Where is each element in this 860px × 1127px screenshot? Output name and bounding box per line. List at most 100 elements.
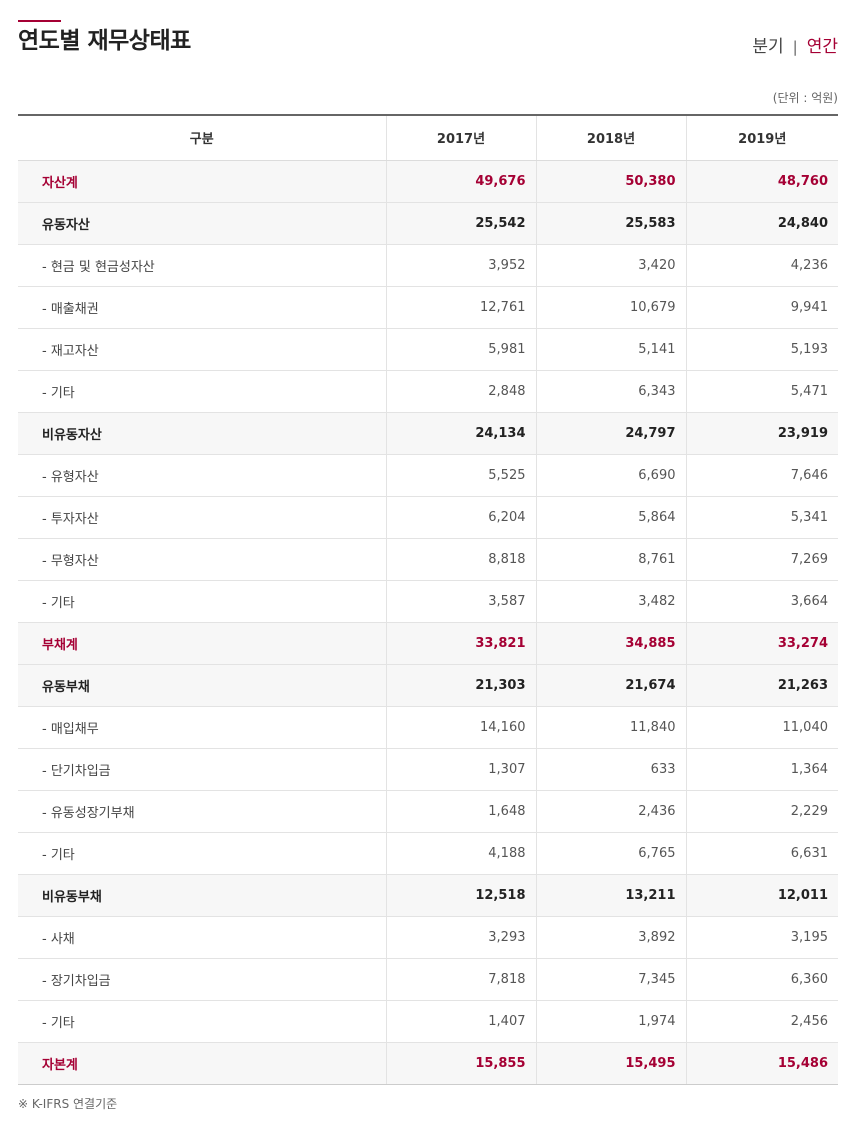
value-cell-2019: 3,195 (685, 916, 838, 959)
value-cell-2017: 49,676 (385, 160, 536, 203)
row-label: - 매출채권 (18, 286, 386, 329)
table-row: - 기타 1,407 1,974 2,456 (18, 1000, 838, 1043)
column-header-2017: 2017년 (385, 115, 536, 161)
table-row: - 현금 및 현금성자산 3,952 3,420 4,236 (18, 244, 838, 287)
value-cell-2017: 25,542 (385, 202, 536, 245)
row-label: 유동부채 (18, 664, 386, 707)
value-cell-2017: 3,293 (385, 916, 536, 959)
value-cell-2018: 7,345 (535, 958, 686, 1001)
value-cell-2017: 12,761 (385, 286, 536, 329)
table-row: - 매입채무 14,160 11,840 11,040 (18, 706, 838, 749)
value-cell-2017: 1,307 (385, 748, 536, 791)
value-cell-2017: 7,818 (385, 958, 536, 1001)
row-label: 부채계 (18, 622, 386, 665)
table-row: - 유동성장기부채 1,648 2,436 2,229 (18, 790, 838, 833)
table-row: 부채계 33,821 34,885 33,274 (18, 622, 838, 665)
table-row: - 무형자산 8,818 8,761 7,269 (18, 538, 838, 581)
value-cell-2017: 3,587 (385, 580, 536, 623)
row-label: 비유동자산 (18, 412, 386, 455)
value-cell-2017: 3,952 (385, 244, 536, 287)
table-row: - 투자자산 6,204 5,864 5,341 (18, 496, 838, 539)
value-cell-2018: 10,679 (535, 286, 686, 329)
annual-tab[interactable]: 연간 (806, 37, 838, 57)
row-label: 자본계 (18, 1042, 386, 1085)
table-row: 비유동자산 24,134 24,797 23,919 (18, 412, 838, 455)
value-cell-2018: 3,420 (535, 244, 686, 287)
value-cell-2019: 7,646 (685, 454, 838, 497)
value-cell-2019: 11,040 (685, 706, 838, 749)
value-cell-2019: 12,011 (685, 874, 838, 917)
table-row: 자산계 49,676 50,380 48,760 (18, 160, 838, 203)
value-cell-2019: 5,193 (685, 328, 838, 371)
value-cell-2017: 5,981 (385, 328, 536, 371)
row-label: - 현금 및 현금성자산 (18, 244, 386, 287)
row-label: 유동자산 (18, 202, 386, 245)
table-row: - 기타 2,848 6,343 5,471 (18, 370, 838, 413)
unit-note: (단위 : 억원) (772, 91, 838, 105)
value-cell-2018: 1,974 (535, 1000, 686, 1043)
row-label: - 기타 (18, 580, 386, 623)
value-cell-2018: 6,343 (535, 370, 686, 413)
row-label: 자산계 (18, 160, 386, 203)
table-row: - 재고자산 5,981 5,141 5,193 (18, 328, 838, 371)
value-cell-2019: 2,229 (685, 790, 838, 833)
value-cell-2019: 33,274 (685, 622, 838, 665)
value-cell-2019: 48,760 (685, 160, 838, 203)
period-toggle: 분기 | 연간 (752, 36, 838, 58)
value-cell-2017: 33,821 (385, 622, 536, 665)
value-cell-2018: 2,436 (535, 790, 686, 833)
value-cell-2018: 5,141 (535, 328, 686, 371)
table-row: - 기타 3,587 3,482 3,664 (18, 580, 838, 623)
value-cell-2019: 2,456 (685, 1000, 838, 1043)
table-row: - 장기차입금 7,818 7,345 6,360 (18, 958, 838, 1001)
value-cell-2017: 6,204 (385, 496, 536, 539)
table-row: - 사채 3,293 3,892 3,195 (18, 916, 838, 959)
value-cell-2018: 15,495 (535, 1042, 686, 1085)
value-cell-2019: 7,269 (685, 538, 838, 581)
value-cell-2017: 15,855 (385, 1042, 536, 1085)
row-label: - 매입채무 (18, 706, 386, 749)
table-row: 유동자산 25,542 25,583 24,840 (18, 202, 838, 245)
value-cell-2019: 24,840 (685, 202, 838, 245)
column-header-2019: 2019년 (685, 115, 838, 161)
row-label: - 투자자산 (18, 496, 386, 539)
value-cell-2017: 14,160 (385, 706, 536, 749)
value-cell-2018: 25,583 (535, 202, 686, 245)
row-label: - 무형자산 (18, 538, 386, 581)
table-row: - 단기차입금 1,307 633 1,364 (18, 748, 838, 791)
row-label: - 기타 (18, 1000, 386, 1043)
row-label: - 단기차입금 (18, 748, 386, 791)
quarter-tab[interactable]: 분기 (752, 37, 784, 57)
value-cell-2018: 13,211 (535, 874, 686, 917)
table-body: 자산계 49,676 50,380 48,760 유동자산 25,542 25,583 24,… (18, 160, 838, 1085)
toggle-separator: | (792, 38, 798, 56)
table-row: 비유동부채 12,518 13,211 12,011 (18, 874, 838, 917)
table-header-row: 구분 2017년 2018년 2019년 (18, 115, 838, 161)
row-label: - 유동성장기부채 (18, 790, 386, 833)
value-cell-2019: 4,236 (685, 244, 838, 287)
value-cell-2018: 3,892 (535, 916, 686, 959)
value-cell-2019: 5,471 (685, 370, 838, 413)
value-cell-2019: 5,341 (685, 496, 838, 539)
value-cell-2018: 3,482 (535, 580, 686, 623)
value-cell-2017: 21,303 (385, 664, 536, 707)
row-label: - 기타 (18, 370, 386, 413)
value-cell-2017: 2,848 (385, 370, 536, 413)
value-cell-2018: 6,690 (535, 454, 686, 497)
value-cell-2019: 21,263 (685, 664, 838, 707)
column-header-category: 구분 (18, 115, 386, 161)
value-cell-2019: 15,486 (685, 1042, 838, 1085)
value-cell-2017: 24,134 (385, 412, 536, 455)
table-row: 자본계 15,855 15,495 15,486 (18, 1042, 838, 1085)
value-cell-2018: 5,864 (535, 496, 686, 539)
value-cell-2018: 50,380 (535, 160, 686, 203)
value-cell-2019: 9,941 (685, 286, 838, 329)
column-header-2018: 2018년 (535, 115, 686, 161)
value-cell-2018: 8,761 (535, 538, 686, 581)
balance-sheet-table: 구분 2017년 2018년 2019년 자산계 49,676 50,380 48,7… (18, 114, 838, 1085)
value-cell-2017: 12,518 (385, 874, 536, 917)
row-label: 비유동부채 (18, 874, 386, 917)
value-cell-2019: 6,360 (685, 958, 838, 1001)
table-row: - 유형자산 5,525 6,690 7,646 (18, 454, 838, 497)
page-title: 연도별 재무상태표 (18, 28, 191, 54)
